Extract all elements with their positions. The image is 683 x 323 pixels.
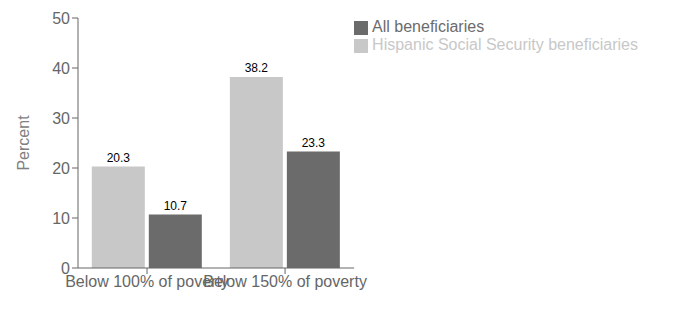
svg-text:50: 50 xyxy=(52,10,70,27)
svg-text:23.3: 23.3 xyxy=(302,136,326,150)
svg-text:38.2: 38.2 xyxy=(245,61,269,75)
svg-text:Below 150% of poverty: Below 150% of poverty xyxy=(203,273,367,290)
svg-text:Percent: Percent xyxy=(15,115,32,171)
svg-text:20: 20 xyxy=(52,160,70,177)
svg-text:30: 30 xyxy=(52,110,70,127)
svg-text:20.3: 20.3 xyxy=(107,151,131,165)
svg-text:40: 40 xyxy=(52,60,70,77)
html-text:All beneficiaries: All beneficiaries xyxy=(372,18,485,35)
html-text:Hispanic Social Security benef: Hispanic Social Security beneficiaries xyxy=(372,36,638,53)
svg-text:Below 100% of poverty: Below 100% of poverty xyxy=(65,273,229,291)
svg-text:0: 0 xyxy=(61,260,70,277)
svg-text:10.7: 10.7 xyxy=(164,199,188,213)
svg-text:10: 10 xyxy=(52,210,70,227)
